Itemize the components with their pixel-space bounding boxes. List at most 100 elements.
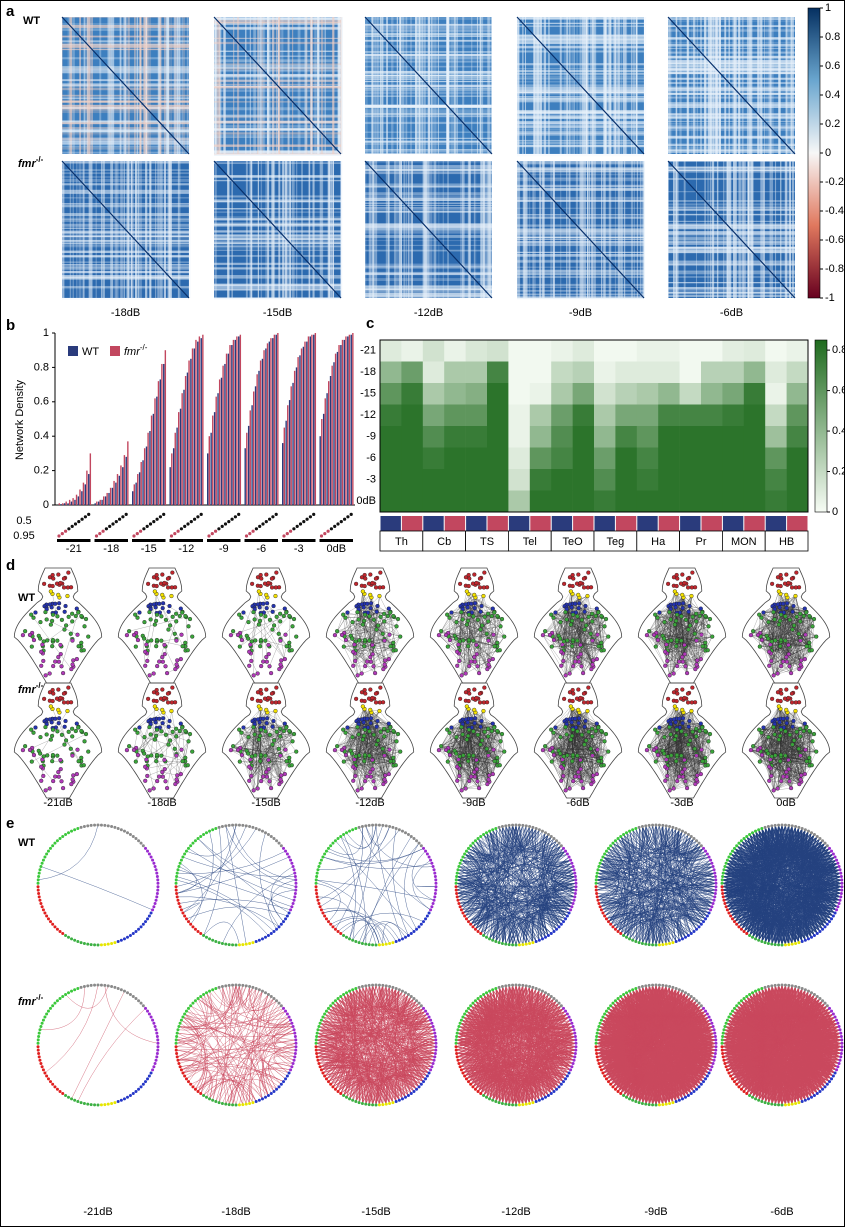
network-node — [681, 721, 685, 725]
matrix-stripe — [214, 116, 341, 118]
chord-node — [463, 853, 466, 856]
chord-node — [120, 939, 123, 942]
chord-node — [751, 831, 754, 834]
chord-node — [456, 1028, 459, 1031]
chord-node — [826, 1083, 829, 1086]
chord-node — [286, 853, 289, 856]
network-node — [373, 786, 377, 790]
chord-node — [461, 1072, 464, 1075]
network-node — [560, 758, 564, 762]
chord-node — [625, 1096, 628, 1099]
threshold-dot — [162, 513, 165, 516]
chord-node — [528, 942, 531, 945]
chord-node — [292, 1025, 295, 1028]
network-node — [446, 645, 450, 649]
chord-node — [140, 925, 143, 928]
network-node — [155, 699, 159, 703]
network-node — [370, 581, 374, 585]
threshold-label: 0.5 — [16, 515, 31, 527]
matrix-stripe — [217, 17, 220, 154]
network-node — [550, 645, 554, 649]
chord-node — [76, 1100, 79, 1103]
network-node — [675, 753, 679, 757]
network-node — [478, 577, 482, 581]
network-node — [789, 671, 793, 675]
chord-node — [655, 944, 658, 947]
bar — [262, 359, 263, 505]
network-node — [136, 638, 140, 642]
chord-node — [100, 1103, 103, 1106]
chord-node — [665, 943, 668, 946]
network-node — [374, 692, 378, 696]
chord-node — [294, 1052, 297, 1055]
network-node — [154, 605, 158, 609]
network-node — [360, 787, 364, 791]
network-node — [788, 618, 792, 622]
network-node — [467, 692, 471, 696]
matrix-stripe — [365, 289, 492, 290]
chord-node — [211, 939, 214, 942]
chord-node — [194, 928, 197, 931]
bar — [326, 393, 327, 505]
network-node — [165, 671, 169, 675]
chord-node — [648, 943, 651, 946]
chord-node — [695, 839, 698, 842]
chord-node — [482, 993, 485, 996]
chord-node — [465, 917, 468, 920]
chord-node — [595, 1038, 598, 1041]
matrix-stripe — [365, 75, 492, 76]
matrix-stripe — [750, 17, 753, 154]
chord-node — [375, 824, 378, 827]
chord-node — [832, 853, 835, 856]
figure: aWTfmr-/--18dB-15dB-12dB-9dB-6dB10.80.60… — [0, 0, 845, 1227]
network-node — [381, 747, 385, 751]
network-node — [772, 673, 776, 677]
region-label: Pr — [696, 536, 707, 548]
chord-node — [415, 999, 418, 1002]
legend-swatch — [110, 346, 120, 356]
network-node — [269, 786, 273, 790]
chord-node — [90, 1103, 93, 1106]
chord-node — [42, 1068, 45, 1071]
network-node — [571, 584, 575, 588]
network-node — [673, 623, 677, 627]
chord-node — [731, 1077, 734, 1080]
network-node — [274, 686, 278, 690]
network-node — [776, 787, 780, 791]
bar — [335, 354, 336, 505]
network-node — [656, 638, 660, 642]
network-node — [693, 747, 697, 751]
heatmap-cell — [722, 469, 744, 491]
chord-node — [515, 944, 518, 947]
genotype-cell — [573, 516, 593, 531]
matrix-stripe — [761, 17, 762, 154]
chord-node — [641, 1102, 644, 1105]
chord-node — [569, 1019, 572, 1022]
bar — [209, 436, 210, 505]
bar — [139, 472, 140, 505]
row-label: -12 — [360, 409, 376, 421]
colorbar-tick-label: 0.2 — [825, 118, 840, 130]
network-node — [467, 584, 471, 588]
chord-node — [80, 986, 83, 989]
chord-node — [634, 940, 637, 943]
chord-node — [807, 1097, 810, 1100]
chord-node — [132, 932, 135, 935]
network-node — [271, 628, 275, 632]
chord-node — [631, 828, 634, 831]
network-node — [687, 743, 691, 747]
chord-node — [142, 1083, 145, 1086]
network-node — [55, 639, 59, 643]
matrix-stripe — [267, 17, 268, 154]
network-node — [807, 614, 811, 618]
heatmap-cell — [551, 469, 573, 491]
network-node — [583, 628, 587, 632]
chord-node — [434, 1049, 437, 1052]
chord-node — [521, 943, 524, 946]
chord-node — [93, 943, 96, 946]
matrix-stripe — [166, 17, 169, 154]
chord-node — [804, 939, 807, 942]
chord-node — [566, 1013, 569, 1016]
bar — [190, 359, 191, 505]
chord-node — [175, 1052, 178, 1055]
